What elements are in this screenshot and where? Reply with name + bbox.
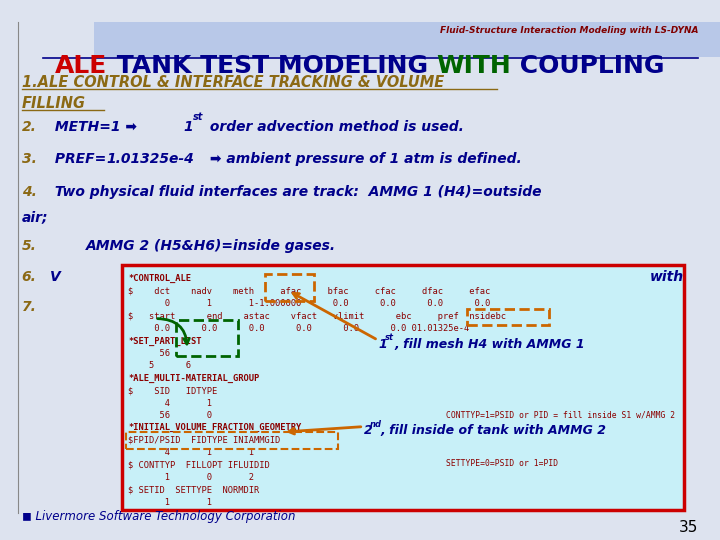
Text: *INITIAL_VOLUME_FRACTION_GEOMETRY: *INITIAL_VOLUME_FRACTION_GEOMETRY [128, 423, 302, 433]
Text: ◼ Livermore Software Technology Corporation: ◼ Livermore Software Technology Corporat… [22, 510, 295, 523]
Text: 5      6: 5 6 [128, 361, 192, 370]
Text: st: st [193, 112, 203, 123]
Text: air;: air; [22, 211, 48, 225]
Text: ALE: ALE [55, 54, 107, 78]
Text: $FPID/PSID  FIDTYPE INIAMMGID: $FPID/PSID FIDTYPE INIAMMGID [128, 436, 280, 445]
Text: WITH: WITH [436, 54, 511, 78]
Text: 35: 35 [679, 519, 698, 535]
Text: with: with [650, 270, 684, 284]
Text: Two physical fluid interfaces are track:  AMMG 1 (H4)=outside: Two physical fluid interfaces are track:… [50, 185, 542, 199]
Text: METH=1 ➡: METH=1 ➡ [50, 120, 138, 134]
Text: 2: 2 [364, 424, 372, 437]
FancyBboxPatch shape [122, 265, 684, 510]
Text: 1: 1 [184, 120, 193, 134]
Text: $ CONTTYP  FILLOPT IFLUIDID: $ CONTTYP FILLOPT IFLUIDID [128, 461, 270, 470]
Text: st: st [384, 333, 394, 342]
Text: 4       1: 4 1 [128, 399, 212, 408]
Text: 4       1       1: 4 1 1 [128, 448, 254, 457]
Text: 3.: 3. [22, 152, 37, 166]
Text: nd: nd [370, 420, 382, 429]
Text: 4.: 4. [22, 185, 37, 199]
Text: 1       0       2: 1 0 2 [128, 473, 254, 482]
Text: SETTYPE=0=PSID or 1=PID: SETTYPE=0=PSID or 1=PID [446, 459, 559, 468]
Text: 1.01325e-4: 1.01325e-4 [107, 152, 194, 166]
Text: PREF=: PREF= [50, 152, 112, 166]
Text: 7.: 7. [22, 300, 37, 314]
Text: *ALE_MULTI-MATERIAL_GROUP: *ALE_MULTI-MATERIAL_GROUP [128, 374, 259, 383]
Text: COUPLING: COUPLING [511, 54, 665, 78]
Text: 2.: 2. [22, 120, 37, 134]
Text: $ SETID  SETTYPE  NORMDIR: $ SETID SETTYPE NORMDIR [128, 485, 259, 495]
Text: , fill mesh H4 with AMMG 1: , fill mesh H4 with AMMG 1 [395, 338, 585, 350]
Text: 0.0      0.0      0.0      0.0      0.0      0.0 01.01325e-4: 0.0 0.0 0.0 0.0 0.0 0.0 01.01325e-4 [128, 324, 469, 333]
Text: FILLING: FILLING [22, 96, 86, 111]
Text: 56       0: 56 0 [128, 411, 212, 420]
Text: , fill inside of tank with AMMG 2: , fill inside of tank with AMMG 2 [380, 424, 606, 437]
Text: 1: 1 [378, 338, 387, 350]
Text: order advection method is used.: order advection method is used. [205, 120, 464, 134]
Text: Fluid-Structure Interaction Modeling with LS-DYNA: Fluid-Structure Interaction Modeling wit… [440, 26, 698, 35]
Text: ➡ ambient pressure of 1 atm is defined.: ➡ ambient pressure of 1 atm is defined. [205, 152, 522, 166]
Text: *SET_PART_LIST: *SET_PART_LIST [128, 336, 202, 346]
Text: $    SID   IDTYPE: $ SID IDTYPE [128, 386, 217, 395]
Text: V: V [50, 270, 61, 284]
Text: 0       1       1-1.000000      0.0      0.0      0.0      0.0: 0 1 1-1.000000 0.0 0.0 0.0 0.0 [128, 299, 490, 308]
Text: TANK TEST MODELING: TANK TEST MODELING [107, 54, 436, 78]
Text: 6.: 6. [22, 270, 37, 284]
Text: 5.: 5. [22, 239, 37, 253]
Text: 1       1: 1 1 [128, 498, 212, 507]
Text: *CONTROL_ALE: *CONTROL_ALE [128, 274, 192, 284]
Text: $    dct    nadv    meth     afac     bfac     cfac     dfac     efac: $ dct nadv meth afac bfac cfac dfac efac [128, 287, 490, 296]
Text: CONTTYP=1=PSID or PID = fill inside S1 w/AMMG 2: CONTTYP=1=PSID or PID = fill inside S1 w… [446, 410, 675, 420]
Text: 1.ALE CONTROL & INTERFACE TRACKING & VOLUME: 1.ALE CONTROL & INTERFACE TRACKING & VOL… [22, 75, 444, 90]
Text: 56: 56 [128, 349, 170, 358]
Text: AMMG 2 (H5&H6)=inside gases.: AMMG 2 (H5&H6)=inside gases. [86, 239, 336, 253]
Text: $   start      end    astac    vfact   vlimit      ebc     pref  nsidebc: $ start end astac vfact vlimit ebc pref … [128, 312, 506, 321]
FancyBboxPatch shape [94, 22, 720, 57]
